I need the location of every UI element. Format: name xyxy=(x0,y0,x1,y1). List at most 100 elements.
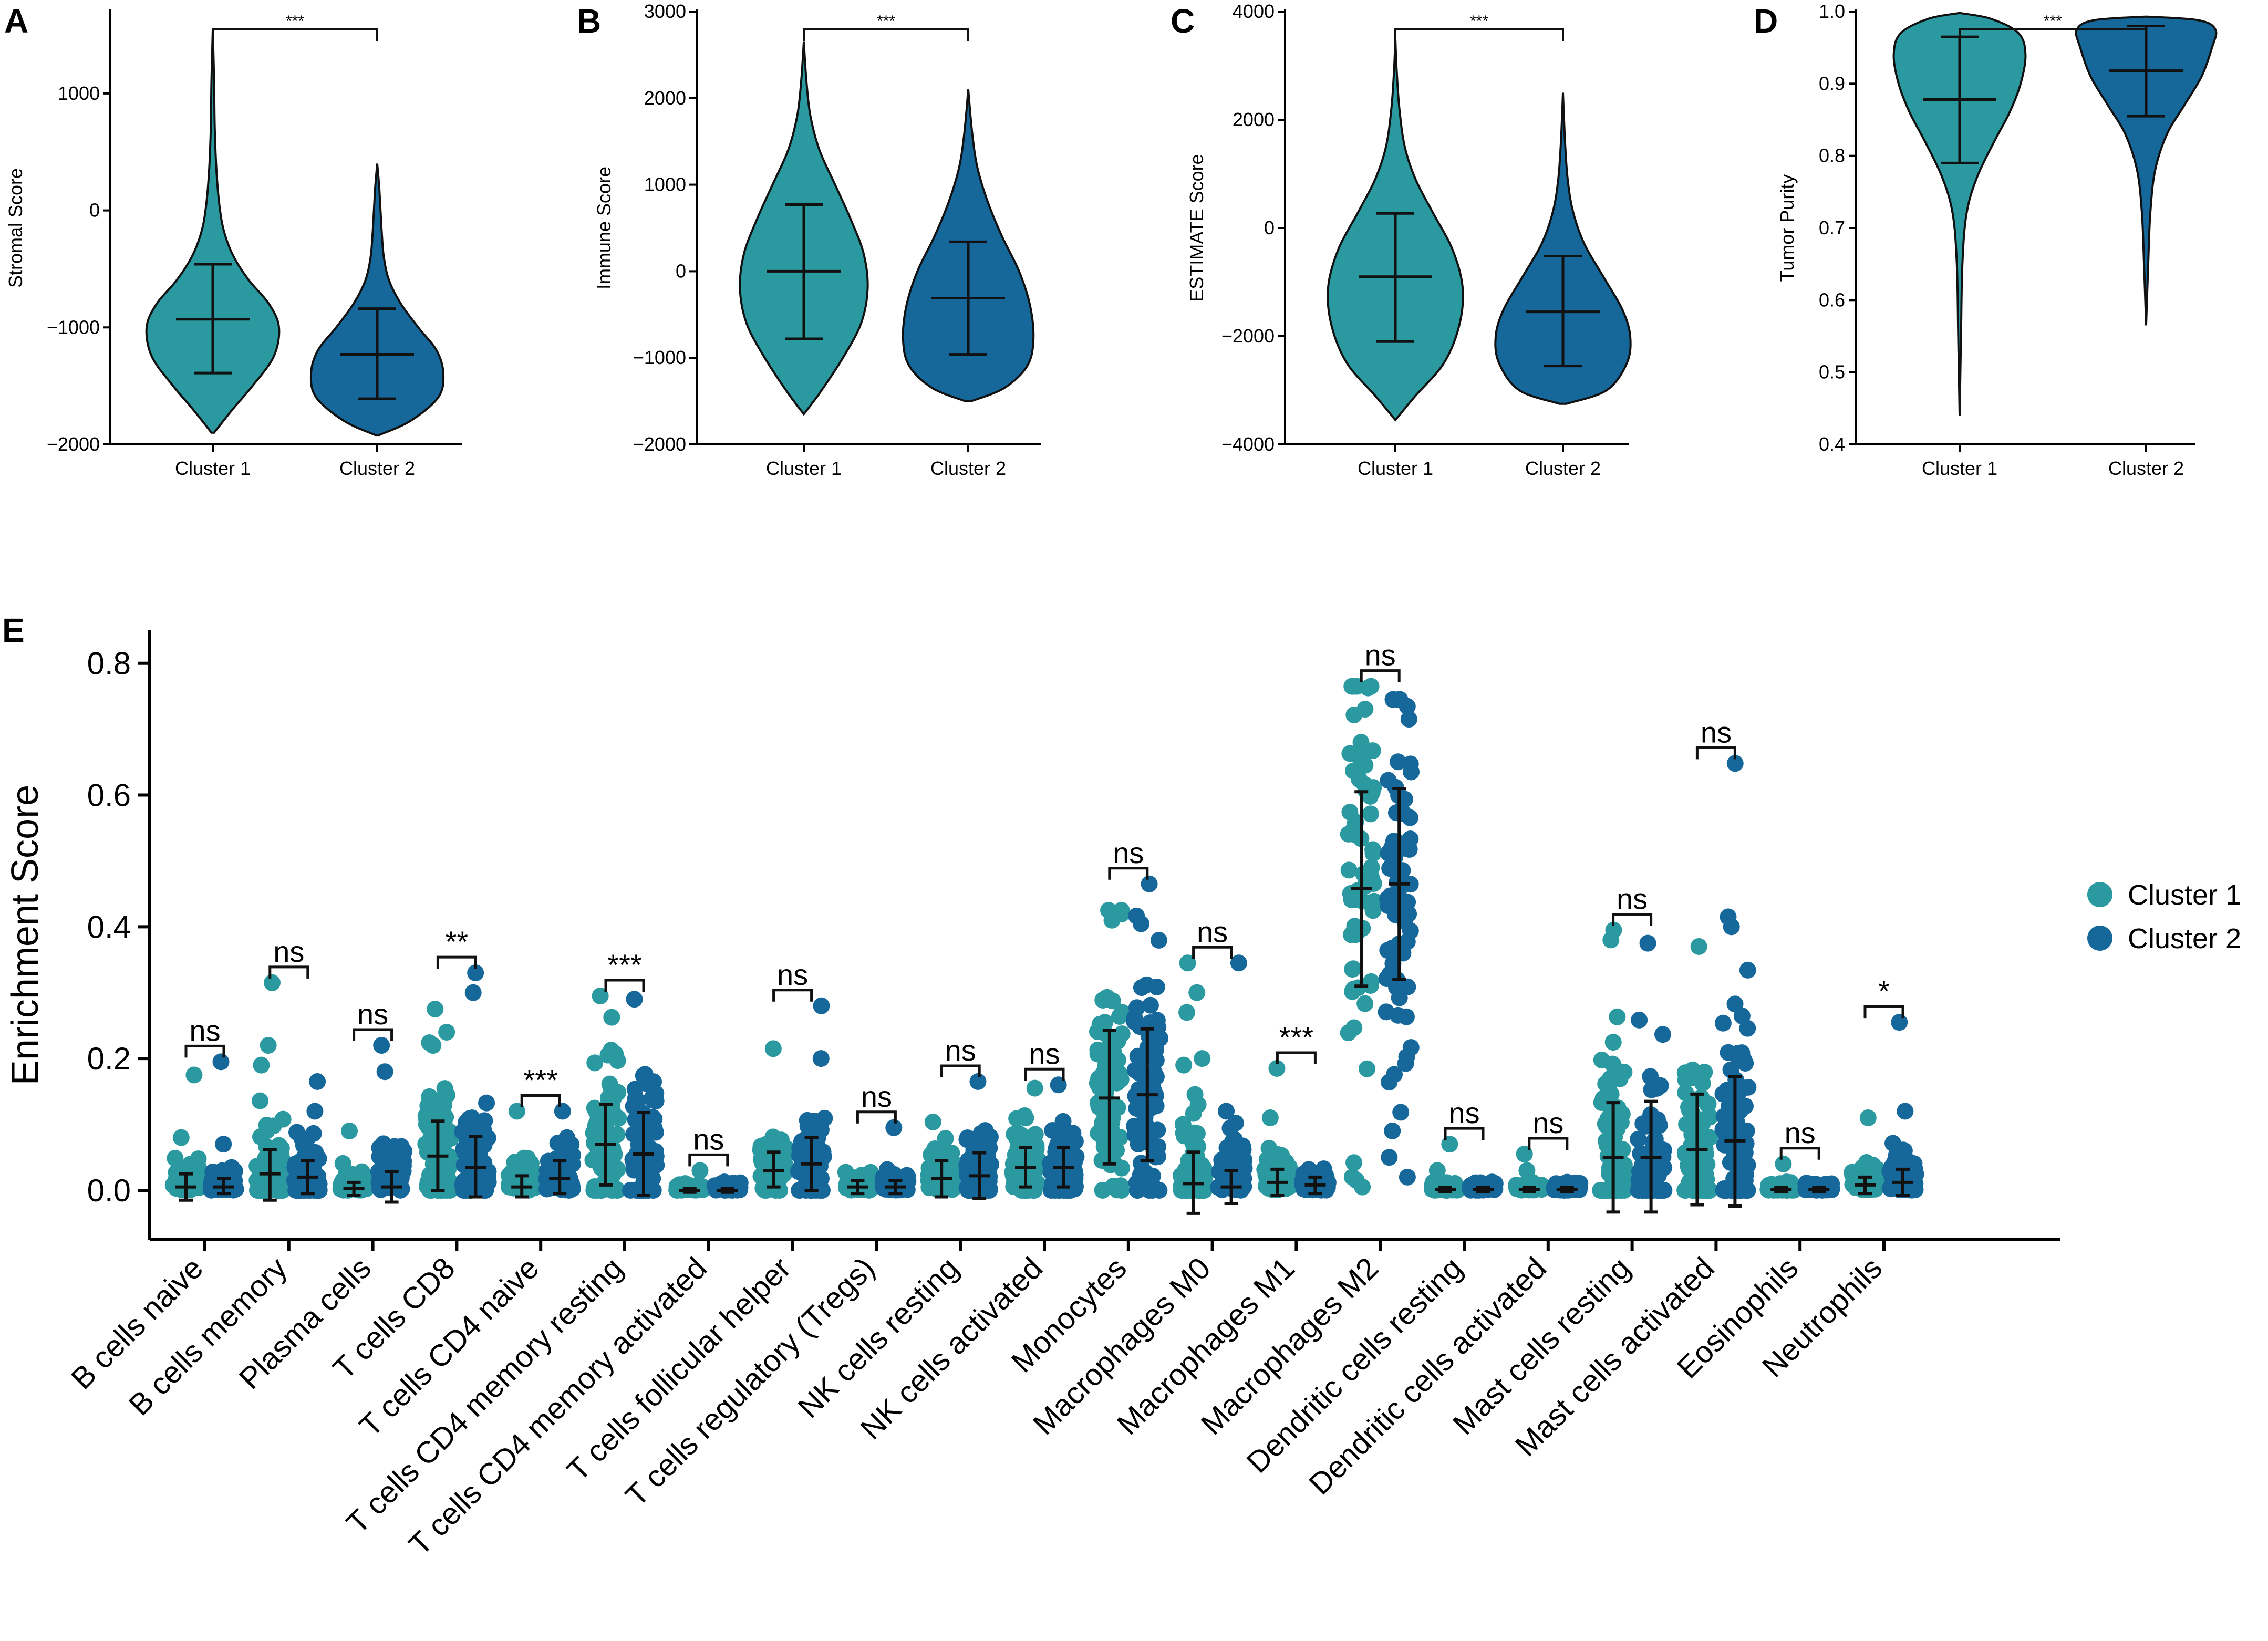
data-point xyxy=(1107,1141,1125,1159)
significance-label: ns xyxy=(1617,882,1648,916)
significance-label: ns xyxy=(693,1123,724,1156)
data-point xyxy=(1109,1099,1126,1116)
data-point xyxy=(334,1155,351,1172)
data-point xyxy=(1091,1079,1108,1096)
data-point xyxy=(1345,981,1362,998)
data-point xyxy=(1142,996,1159,1014)
y-tick-label: 1000 xyxy=(58,82,100,104)
data-point xyxy=(756,1181,773,1199)
significance-bracket xyxy=(436,955,477,969)
significance-bracket xyxy=(1612,913,1653,926)
significance-bracket xyxy=(604,979,645,992)
significance-bracket xyxy=(856,1110,897,1124)
data-point xyxy=(805,1143,822,1160)
data-point xyxy=(1715,1180,1733,1198)
data-point xyxy=(857,1171,875,1188)
outlier-point xyxy=(424,1037,442,1054)
outlier-point xyxy=(438,1023,455,1041)
data-point xyxy=(1726,995,1744,1013)
panel-label-a: A xyxy=(4,2,28,40)
data-point xyxy=(1643,1081,1660,1098)
significance-bracket xyxy=(1959,28,2147,41)
data-point xyxy=(375,1135,392,1152)
y-tick-label: 0.2 xyxy=(87,1041,131,1076)
outlier-point xyxy=(427,1001,444,1018)
violin-cluster-2 xyxy=(309,163,445,437)
data-point xyxy=(639,1075,656,1093)
violin-cluster-1 xyxy=(1892,12,2027,416)
data-point xyxy=(1889,1155,1907,1172)
data-point xyxy=(1683,1103,1700,1120)
y-tick-label: 0 xyxy=(1264,217,1275,238)
outlier-point xyxy=(1362,678,1380,695)
data-point xyxy=(1631,1011,1648,1029)
outlier-point xyxy=(885,1119,903,1136)
outlier-point xyxy=(1103,911,1121,929)
data-point xyxy=(287,1181,305,1199)
significance-label: *** xyxy=(1279,1021,1313,1054)
data-point xyxy=(1345,1019,1363,1036)
data-point xyxy=(1362,805,1379,823)
significance-label: *** xyxy=(877,13,895,30)
data-point xyxy=(1110,1064,1127,1082)
data-point xyxy=(1061,1133,1079,1150)
significance-label: ns xyxy=(1532,1106,1563,1139)
significance-bracket xyxy=(353,1028,393,1042)
outlier-point xyxy=(212,1053,230,1071)
data-point xyxy=(1650,1116,1668,1134)
panel-b: B −2000 −1000 0 1000 2000 3000 Immune Score Clu… xyxy=(577,1,1041,479)
data-point xyxy=(1602,1086,1620,1103)
category-macrophages-m0: ns xyxy=(1172,915,1253,1215)
data-point xyxy=(980,1160,998,1178)
y-tick-label: 2000 xyxy=(1233,109,1275,130)
category-plasma-cells: ns xyxy=(332,998,413,1204)
outlier-point xyxy=(1178,1004,1196,1021)
data-point xyxy=(1402,755,1419,773)
data-point xyxy=(1027,1126,1044,1143)
significance-bracket xyxy=(184,1044,225,1058)
data-point xyxy=(263,1173,281,1191)
data-point xyxy=(1094,1181,1111,1199)
outlier-point xyxy=(172,1129,190,1146)
data-point xyxy=(1603,1113,1620,1130)
data-point xyxy=(1089,1023,1106,1040)
data-point xyxy=(1387,804,1405,822)
x-tick-label: Cluster 2 xyxy=(1525,458,1601,479)
y-tick-label: 0 xyxy=(89,200,100,221)
outlier-point xyxy=(1775,1155,1792,1172)
y-tick-label: 0.8 xyxy=(87,646,131,681)
significance-label: ns xyxy=(357,998,388,1031)
data-point xyxy=(1144,1167,1161,1185)
data-point xyxy=(1402,876,1419,893)
category-nk-cells-resting: ns xyxy=(920,1034,1000,1200)
data-point xyxy=(1094,991,1112,1009)
significance-bracket xyxy=(1276,1051,1317,1064)
significance-label: ns xyxy=(777,958,808,991)
data-point xyxy=(1630,1130,1647,1148)
data-point xyxy=(1113,1159,1130,1177)
data-point xyxy=(1601,1070,1619,1087)
data-point xyxy=(1356,701,1374,718)
significance-bracket xyxy=(940,1064,981,1078)
outlier-point xyxy=(691,1162,709,1179)
y-tick-label: 0.8 xyxy=(1819,145,1845,167)
outlier-point xyxy=(1261,1109,1279,1126)
outlier-point xyxy=(373,1037,390,1054)
category-t-cells-follicular-helper: ns xyxy=(752,958,833,1199)
data-point xyxy=(458,1114,475,1131)
category-macrophages-m1: *** xyxy=(1256,1021,1337,1199)
data-point xyxy=(586,1178,603,1195)
y-axis-title: Stromal Score xyxy=(5,168,26,288)
y-tick-label: 0.4 xyxy=(1819,433,1845,455)
data-point xyxy=(1609,1008,1626,1025)
data-point xyxy=(475,1112,493,1129)
data-point xyxy=(392,1138,410,1155)
outlier-point xyxy=(1179,954,1196,972)
data-point xyxy=(1044,1122,1061,1139)
data-point xyxy=(1389,1006,1406,1024)
y-tick-label: 2000 xyxy=(644,87,686,109)
outlier-point xyxy=(1174,1116,1192,1133)
data-point xyxy=(1394,944,1412,962)
data-point xyxy=(1007,1178,1024,1195)
